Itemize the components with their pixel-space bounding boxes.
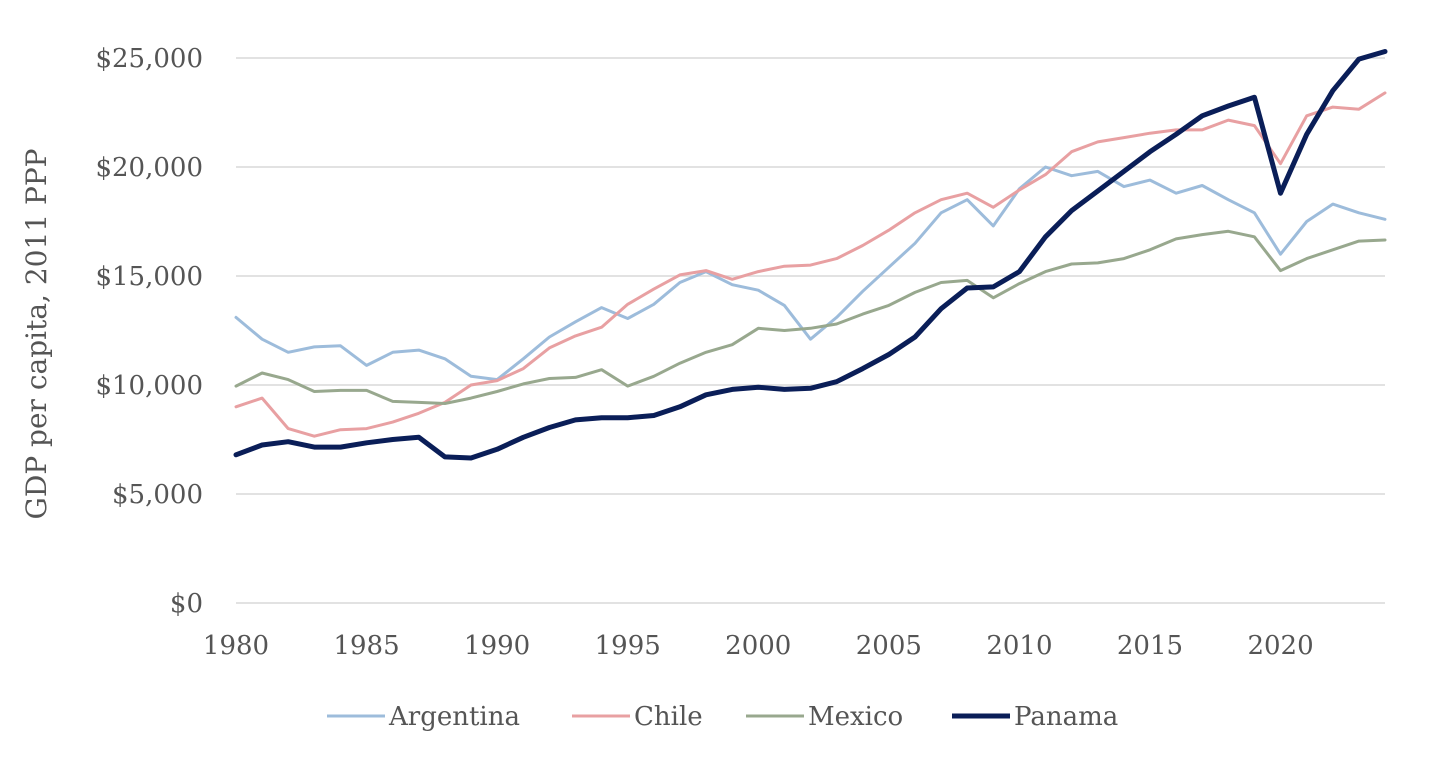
x-tick-label: 1995 (595, 631, 661, 661)
legend-item-mexico: Mexico (746, 702, 903, 732)
legend-label: Chile (634, 702, 703, 732)
series-line-mexico (234, 229, 1387, 405)
x-tick-label: 2020 (1247, 631, 1313, 661)
legend-item-argentina: Argentina (327, 702, 520, 732)
y-tick-label: $5,000 (112, 480, 203, 510)
y-tick-label: $0 (170, 589, 203, 619)
legend: Argentina Chile Mexico Panama (327, 702, 1118, 732)
x-tick-label: 1990 (464, 631, 530, 661)
series-line-chile (234, 91, 1387, 438)
x-tick-label: 2015 (1117, 631, 1183, 661)
y-axis-title: GDP per capita, 2011 PPP (20, 148, 53, 519)
x-tick-label: 1985 (333, 631, 399, 661)
y-axis-tick-labels: $0 $5,000 $10,000 $15,000 $20,000 $25,000 (95, 44, 203, 619)
x-tick-label: 2010 (986, 631, 1052, 661)
x-tick-label: 2005 (856, 631, 922, 661)
x-axis-tick-labels: 1980 1985 1990 1995 2000 2005 2010 2015 2020 (203, 631, 1314, 661)
gridlines (236, 57, 1385, 604)
legend-label: Argentina (388, 702, 520, 732)
legend-label: Panama (1014, 702, 1118, 732)
x-tick-label: 1980 (203, 631, 269, 661)
y-tick-label: $15,000 (95, 262, 203, 292)
legend-item-chile: Chile (572, 702, 703, 732)
y-tick-label: $10,000 (95, 371, 203, 401)
legend-label: Mexico (808, 702, 903, 732)
series-line-panama (233, 49, 1388, 461)
legend-item-panama: Panama (952, 702, 1118, 732)
series-line-argentina (234, 165, 1387, 382)
series-lines (233, 49, 1388, 461)
y-tick-label: $20,000 (95, 153, 203, 183)
y-tick-label: $25,000 (95, 44, 203, 74)
x-tick-label: 2000 (725, 631, 791, 661)
